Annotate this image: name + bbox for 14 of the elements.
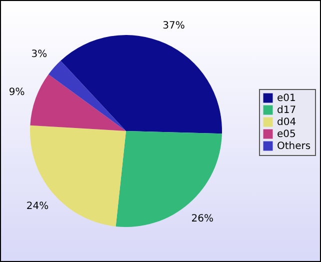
pie-slice bbox=[48, 60, 126, 131]
legend-label: e05 bbox=[277, 129, 296, 140]
pie-slice bbox=[30, 74, 126, 131]
pie-slice bbox=[116, 131, 222, 227]
legend-label: e01 bbox=[277, 93, 296, 104]
legend-label: Others bbox=[277, 141, 311, 152]
pie-slice bbox=[60, 35, 222, 134]
data-label: 3% bbox=[31, 49, 48, 60]
legend-label: d17 bbox=[277, 105, 296, 116]
data-label: 24% bbox=[26, 200, 49, 212]
data-label: 26% bbox=[191, 213, 214, 224]
legend-label: d04 bbox=[277, 117, 296, 128]
data-label: 37% bbox=[162, 20, 185, 32]
data-label: 9% bbox=[8, 86, 25, 98]
